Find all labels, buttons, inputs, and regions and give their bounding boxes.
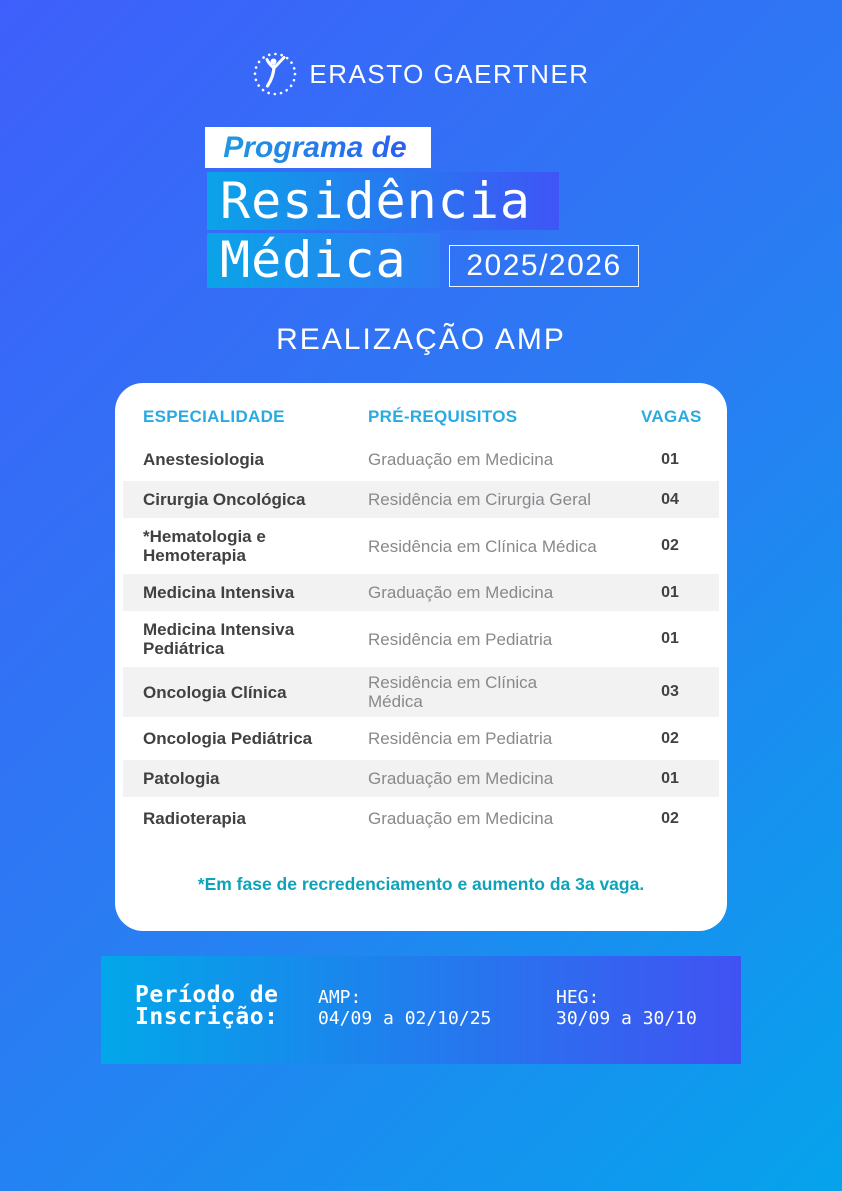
logo-text: ERASTO GAERTNER xyxy=(309,58,590,89)
table-row: Medicina Intensiva Graduação em Medicina 0… xyxy=(123,574,719,611)
inscription-banner: Período de Inscrição: AMP: 04/09 a 02/10… xyxy=(101,956,741,1064)
vagas-cell: 04 xyxy=(661,490,679,508)
inscription-title-line1: Período de xyxy=(135,982,279,1008)
table-header-row: ESPECIALIDADE PRÉ-REQUISITOS VAGAS xyxy=(123,407,719,427)
inscription-title-line2: Inscrição: xyxy=(135,1004,279,1030)
column-header-pre-requisitos: PRÉ-REQUISITOS xyxy=(368,407,518,426)
pre-requisito-cell: Graduação em Medicina xyxy=(368,769,554,788)
title-period-badge: 2025/2026 xyxy=(449,245,639,287)
amp-label: AMP: xyxy=(318,987,362,1008)
heg-dates-block: HEG: 30/09 a 30/10 xyxy=(556,987,697,1029)
table-row: Patologia Graduação em Medicina 01 xyxy=(123,760,719,797)
pre-requisito-cell: Residência em Pediatria xyxy=(368,629,553,649)
specialties-card: ESPECIALIDADE PRÉ-REQUISITOS VAGAS Anest… xyxy=(115,383,727,931)
heg-label: HEG: xyxy=(556,987,600,1008)
vagas-cell: 01 xyxy=(661,450,679,468)
vagas-cell: 03 xyxy=(661,683,679,700)
amp-dates: 04/09 a 02/10/25 xyxy=(318,1008,492,1029)
especialidade-cell: Medicina Intensiva xyxy=(143,583,295,602)
title-line-residencia: Residência xyxy=(207,172,559,230)
especialidade-cell: Cirurgia Oncológica xyxy=(143,490,306,509)
pre-requisito-cell: Residência em Clínica Médica xyxy=(368,673,538,711)
subtitle: REALIZAÇÃO AMP xyxy=(276,323,566,356)
pre-requisito-cell: Graduação em Medicina xyxy=(368,809,554,828)
especialidade-cell: Radioterapia xyxy=(143,809,246,828)
person-in-dotted-circle-icon xyxy=(254,52,297,96)
title-line-medica: Médica xyxy=(207,233,440,288)
title-kicker-box: Programa de xyxy=(205,127,431,168)
table-body: Anestesiologia Graduação em Medicina 01 Cir… xyxy=(123,441,719,840)
vagas-cell: 02 xyxy=(661,809,679,827)
heg-dates: 30/09 a 30/10 xyxy=(556,1008,697,1029)
vagas-cell: 01 xyxy=(661,769,679,787)
column-header-vagas: VAGAS xyxy=(641,407,702,426)
column-header-especialidade: ESPECIALIDADE xyxy=(143,407,285,426)
table-row: *Hematologia e Hemoterapia Residência em … xyxy=(123,521,719,571)
table-row: Oncologia Pediátrica Residência em Pediat… xyxy=(123,720,719,757)
table-row: Oncologia Clínica Residência em Clínica M… xyxy=(123,667,719,717)
especialidade-cell: Oncologia Pediátrica xyxy=(143,729,313,748)
vagas-cell: 01 xyxy=(661,583,679,601)
pre-requisito-cell: Residência em Cirurgia Geral xyxy=(368,490,591,509)
pre-requisito-cell: Residência em Clínica Médica xyxy=(368,536,597,556)
especialidade-cell: Medicina Intensiva Pediátrica xyxy=(143,620,295,658)
vagas-cell: 02 xyxy=(661,537,679,554)
vagas-cell: 02 xyxy=(661,729,679,747)
especialidade-cell: Anestesiologia xyxy=(143,450,264,469)
pre-requisito-cell: Residência em Pediatria xyxy=(368,729,553,748)
pre-requisito-cell: Graduação em Medicina xyxy=(368,583,554,602)
especialidade-cell: *Hematologia e Hemoterapia xyxy=(143,527,266,565)
vagas-cell: 01 xyxy=(661,630,679,647)
table-row: Radioterapia Graduação em Medicina 02 xyxy=(123,800,719,837)
table-row: Anestesiologia Graduação em Medicina 01 xyxy=(123,441,719,478)
especialidade-cell: Oncologia Clínica xyxy=(143,682,287,702)
pre-requisito-cell: Graduação em Medicina xyxy=(368,450,554,469)
title-kicker: Programa de xyxy=(223,131,412,165)
table-row: Medicina Intensiva Pediátrica Residência … xyxy=(123,614,719,664)
amp-dates-block: AMP: 04/09 a 02/10/25 xyxy=(318,987,491,1029)
especialidade-cell: Patologia xyxy=(143,769,220,788)
table-row: Cirurgia Oncológica Residência em Cirurgi… xyxy=(123,481,719,518)
inscription-period-title: Período de Inscrição: xyxy=(135,982,279,1030)
table-footnote: *Em fase de recredenciamento e aumento d… xyxy=(197,874,645,894)
logo: ERASTO GAERTNER xyxy=(0,50,842,98)
